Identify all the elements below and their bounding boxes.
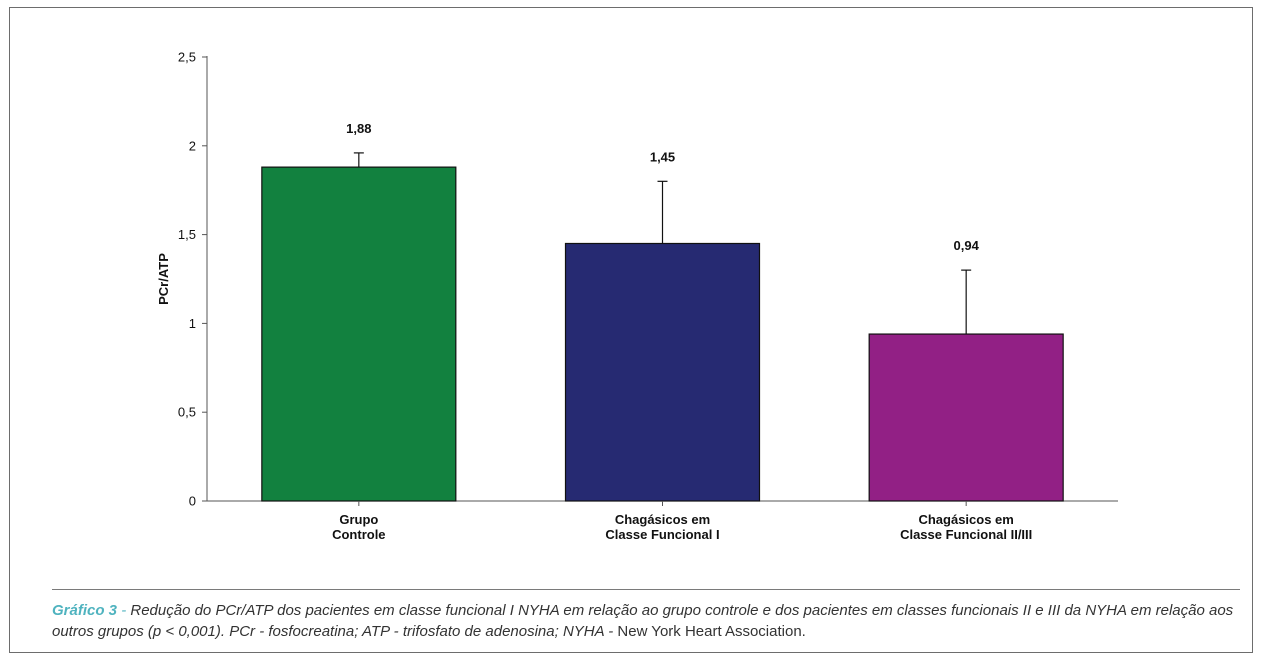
- y-tick-label: 2,5: [178, 50, 196, 65]
- data-label: 1,88: [346, 121, 371, 136]
- bar: [868, 333, 1064, 502]
- y-axis-label: PCr/ATP: [156, 253, 171, 305]
- x-tick-label: Classe Funcional II/III: [900, 527, 1032, 542]
- y-tick-label: 0: [189, 494, 196, 509]
- bar: [261, 166, 457, 502]
- y-tick-label: 0,5: [178, 405, 196, 420]
- x-tick-label: Chagásicos em: [615, 512, 710, 527]
- caption-label: Gráfico 3: [52, 602, 118, 619]
- caption-divider: [52, 589, 1240, 590]
- y-tick-label: 1: [189, 316, 196, 331]
- caption-separator: -: [117, 602, 131, 619]
- x-tick-label: Chagásicos em: [918, 512, 1013, 527]
- x-tick-label: Grupo: [339, 512, 378, 527]
- data-label: 1,45: [650, 149, 675, 164]
- caption-text: Redução do PCr/ATP dos pacientes em clas…: [52, 602, 1234, 640]
- figure-caption: Gráfico 3 - Redução do PCr/ATP dos pacie…: [52, 600, 1242, 642]
- x-tick-label: Classe Funcional I: [605, 527, 719, 542]
- bar: [564, 242, 761, 502]
- data-label: 0,94: [954, 238, 980, 253]
- x-tick-label: Controle: [332, 527, 385, 542]
- y-tick-label: 2: [189, 138, 196, 153]
- y-tick-label: 1,5: [178, 227, 196, 242]
- caption-tail: New York Heart Association.: [617, 623, 806, 640]
- figure-frame: [9, 7, 1253, 653]
